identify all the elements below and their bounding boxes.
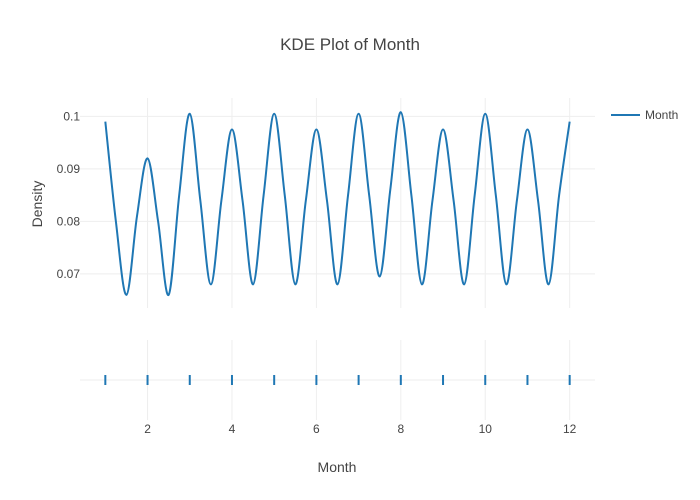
x-tick-label: 8	[397, 422, 404, 436]
legend[interactable]: Month	[611, 108, 678, 122]
x-tick-labels: 2 4 6 8 10 12	[144, 422, 576, 436]
x-tick-label: 10	[479, 422, 493, 436]
y-tick-label: 0.1	[63, 109, 80, 123]
x-tick-label: 4	[229, 422, 236, 436]
legend-label: Month	[645, 108, 678, 122]
y-tick-label: 0.07	[57, 267, 81, 281]
y-tick-label: 0.08	[57, 214, 81, 228]
rug-marks	[104, 375, 571, 385]
x-axis-title: Month	[318, 459, 357, 475]
chart-title: KDE Plot of Month	[280, 35, 420, 54]
y-tick-label: 0.09	[57, 162, 81, 176]
x-tick-label: 2	[144, 422, 151, 436]
y-tick-labels: 0.07 0.08 0.09 0.1	[57, 109, 81, 281]
x-gridlines	[147, 98, 571, 420]
x-tick-label: 6	[313, 422, 320, 436]
x-tick-label: 12	[563, 422, 577, 436]
y-axis-title: Density	[29, 181, 45, 228]
kde-series-line	[104, 111, 571, 296]
